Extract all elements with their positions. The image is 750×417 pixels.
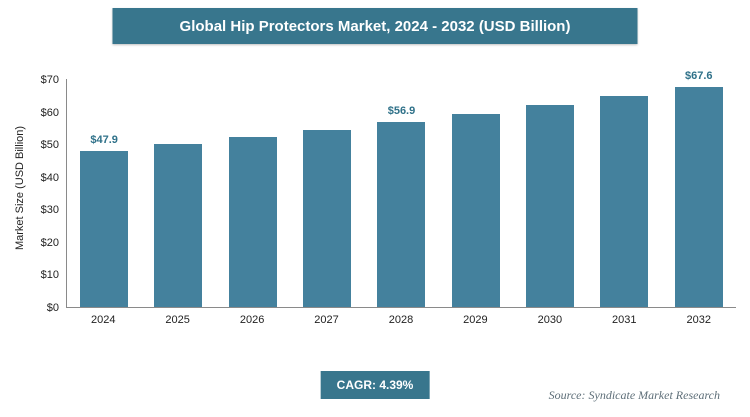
y-tick-label: $10 bbox=[40, 269, 59, 282]
bar-slot bbox=[513, 79, 587, 307]
x-tick-label: 2031 bbox=[612, 314, 637, 326]
y-tick-label: $20 bbox=[40, 236, 59, 249]
chart-title-banner: Global Hip Protectors Market, 2024 - 203… bbox=[112, 8, 638, 44]
bar-value-label: $67.6 bbox=[685, 69, 713, 82]
cagr-badge: CAGR: 4.39% bbox=[320, 371, 430, 399]
y-tick-label: $70 bbox=[40, 74, 59, 86]
y-axis-label: Market Size (USD Billion) bbox=[14, 125, 26, 251]
bar-slot: $56.9 bbox=[364, 79, 438, 307]
bar bbox=[674, 86, 723, 307]
y-tick-label: $0 bbox=[46, 302, 59, 314]
bar bbox=[526, 105, 575, 307]
bar bbox=[154, 144, 203, 307]
y-tick-label: $30 bbox=[40, 204, 59, 217]
bar-slot bbox=[290, 79, 364, 307]
bar-slot bbox=[141, 79, 215, 307]
source-text: Source: Syndicate Market Research bbox=[548, 388, 720, 402]
bar-slot bbox=[587, 79, 661, 307]
x-tick-label: 2028 bbox=[388, 314, 414, 326]
bar bbox=[303, 129, 352, 307]
bar bbox=[600, 96, 649, 307]
y-axis-ticks: $0 $10 $20 $30 $40 $50 $60 $70 bbox=[30, 74, 66, 314]
bar-value-label: $47.9 bbox=[90, 133, 118, 146]
y-tick-label: $60 bbox=[40, 106, 59, 119]
x-tick-label: 2026 bbox=[239, 314, 265, 326]
y-tick-label: $40 bbox=[40, 171, 59, 184]
x-tick-label: 2029 bbox=[463, 314, 488, 326]
bar bbox=[451, 113, 500, 307]
bar bbox=[80, 150, 129, 307]
bar bbox=[377, 121, 426, 307]
bar bbox=[228, 136, 277, 307]
x-tick-label: 2025 bbox=[165, 314, 190, 326]
plot-area: $47.9 $56.9 $67.6 bbox=[66, 70, 736, 308]
bar-slot: $67.6 bbox=[662, 70, 736, 307]
x-tick-label: 2027 bbox=[314, 314, 339, 326]
chart-title: Global Hip Protectors Market, 2024 - 203… bbox=[179, 17, 571, 35]
bar-value-label: $56.9 bbox=[387, 104, 416, 117]
y-tick-label: $50 bbox=[40, 139, 59, 152]
x-tick-label: 2024 bbox=[90, 314, 116, 326]
bar-slot bbox=[439, 79, 513, 307]
x-tick-label: 2032 bbox=[686, 314, 711, 326]
bar-slot bbox=[216, 79, 290, 307]
bar-chart: Market Size (USD Billion) $0 $10 $20 $30 $40… bbox=[10, 68, 736, 330]
bar-slot: $47.9 bbox=[67, 79, 141, 307]
x-axis-labels: 2024 2025 2026 2027 2028 2029 2030 2031 2032 bbox=[66, 314, 736, 326]
x-tick-label: 2030 bbox=[537, 314, 563, 326]
